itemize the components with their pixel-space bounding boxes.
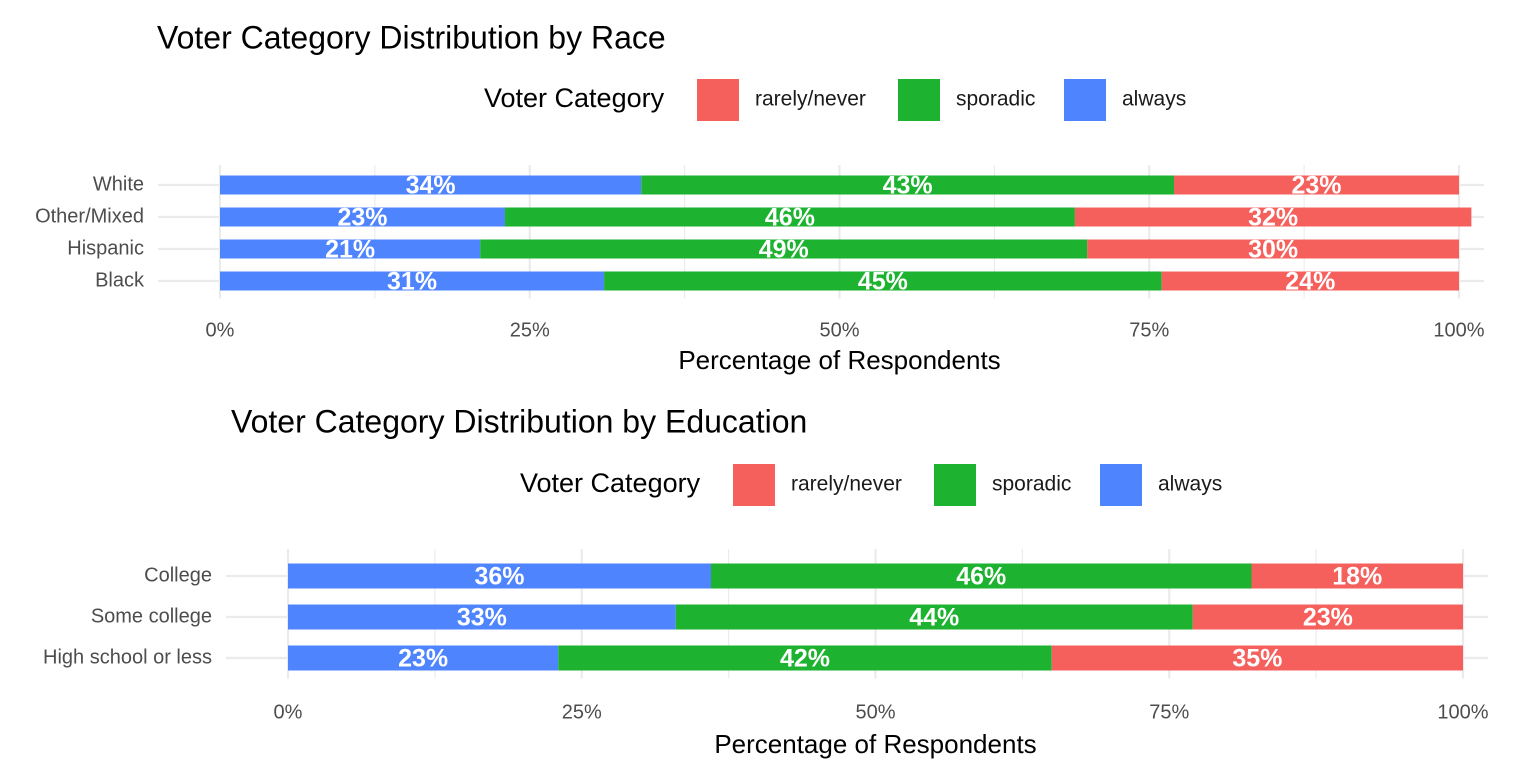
category-label: Other/Mixed <box>35 205 144 227</box>
bar-label-always: 31% <box>387 268 437 296</box>
bar-label-always: 23% <box>337 204 387 232</box>
legend-label-sporadic: sporadic <box>956 88 1035 111</box>
legend-label-always: always <box>1122 88 1186 111</box>
chart-title: Voter Category Distribution by Education <box>231 403 807 439</box>
bar-label-rarely-never: 23% <box>1291 172 1341 200</box>
legend-label-rarely-never: rarely/never <box>791 473 902 496</box>
bar-label-always: 34% <box>406 172 456 200</box>
x-tick-label: 25% <box>562 701 602 723</box>
education-chart-panel: Voter Category Distribution by Education… <box>43 403 1489 758</box>
x-axis-title: Percentage of Respondents <box>714 729 1036 759</box>
bar-label-always: 23% <box>398 645 448 673</box>
bar-rarely-never <box>1251 563 1463 589</box>
legend-title: Voter Category <box>484 83 665 113</box>
bar-sporadic <box>604 271 1162 291</box>
bar-always <box>220 239 481 259</box>
x-tick-label: 100% <box>1433 319 1484 341</box>
legend-key-always <box>1064 79 1106 121</box>
category-label: White <box>93 173 144 195</box>
bar-label-rarely-never: 35% <box>1232 645 1282 673</box>
bar-sporadic <box>558 645 1052 671</box>
legend-key-always <box>1100 464 1142 506</box>
bar-sporadic <box>641 175 1175 195</box>
x-tick-label: 0% <box>274 701 303 723</box>
bar-always <box>220 175 642 195</box>
bar-label-rarely-never: 24% <box>1285 268 1335 296</box>
category-label: High school or less <box>43 646 212 668</box>
bar-label-rarely-never: 23% <box>1303 604 1353 632</box>
bar-rarely-never <box>1161 271 1459 291</box>
bar-always <box>220 207 505 227</box>
legend-key-rarely-never <box>733 464 775 506</box>
x-tick-label: 75% <box>1149 701 1189 723</box>
legend-key-sporadic <box>898 79 940 121</box>
bar-always <box>288 645 559 671</box>
bar-always <box>220 271 605 291</box>
bar-label-always: 33% <box>457 604 507 632</box>
legend-title: Voter Category <box>520 468 701 498</box>
bar-label-sporadic: 43% <box>883 172 933 200</box>
race-chart-panel: Voter Category Distribution by Race Voter… <box>35 19 1485 374</box>
bar-label-sporadic: 42% <box>780 645 830 673</box>
bar-rarely-never <box>1192 604 1463 630</box>
category-label: Hispanic <box>67 237 144 259</box>
bar-label-sporadic: 49% <box>759 236 809 264</box>
bar-label-always: 36% <box>474 563 524 591</box>
legend-label-sporadic: sporadic <box>992 473 1071 496</box>
x-tick-label: 50% <box>855 701 895 723</box>
bar-sporadic <box>480 239 1088 259</box>
bar-label-rarely-never: 32% <box>1248 204 1298 232</box>
category-label: Some college <box>91 605 212 627</box>
bar-label-rarely-never: 30% <box>1248 236 1298 264</box>
bar-always <box>288 604 676 630</box>
bar-rarely-never <box>1174 175 1459 195</box>
legend-label-rarely-never: rarely/never <box>755 88 866 111</box>
bar-label-sporadic: 46% <box>765 204 815 232</box>
x-tick-label: 0% <box>206 319 235 341</box>
bar-sporadic <box>711 563 1252 589</box>
x-axis-title: Percentage of Respondents <box>678 345 1000 375</box>
category-label: College <box>144 564 212 586</box>
x-tick-label: 75% <box>1129 319 1169 341</box>
legend-label-always: always <box>1158 473 1222 496</box>
bar-rarely-never <box>1074 207 1472 227</box>
bar-always <box>288 563 711 589</box>
legend-key-rarely-never <box>697 79 739 121</box>
bar-label-sporadic: 45% <box>858 268 908 296</box>
bar-label-rarely-never: 18% <box>1332 563 1382 591</box>
bar-rarely-never <box>1087 239 1459 259</box>
bar-label-sporadic: 46% <box>956 563 1006 591</box>
bar-rarely-never <box>1051 645 1463 671</box>
legend-key-sporadic <box>934 464 976 506</box>
x-tick-label: 50% <box>819 319 859 341</box>
bar-label-sporadic: 44% <box>909 604 959 632</box>
bar-sporadic <box>504 207 1075 227</box>
chart-title: Voter Category Distribution by Race <box>157 19 666 55</box>
x-tick-label: 25% <box>510 319 550 341</box>
bar-label-always: 21% <box>325 236 375 264</box>
x-tick-label: 100% <box>1437 701 1488 723</box>
bar-sporadic <box>675 604 1193 630</box>
category-label: Black <box>95 269 145 291</box>
